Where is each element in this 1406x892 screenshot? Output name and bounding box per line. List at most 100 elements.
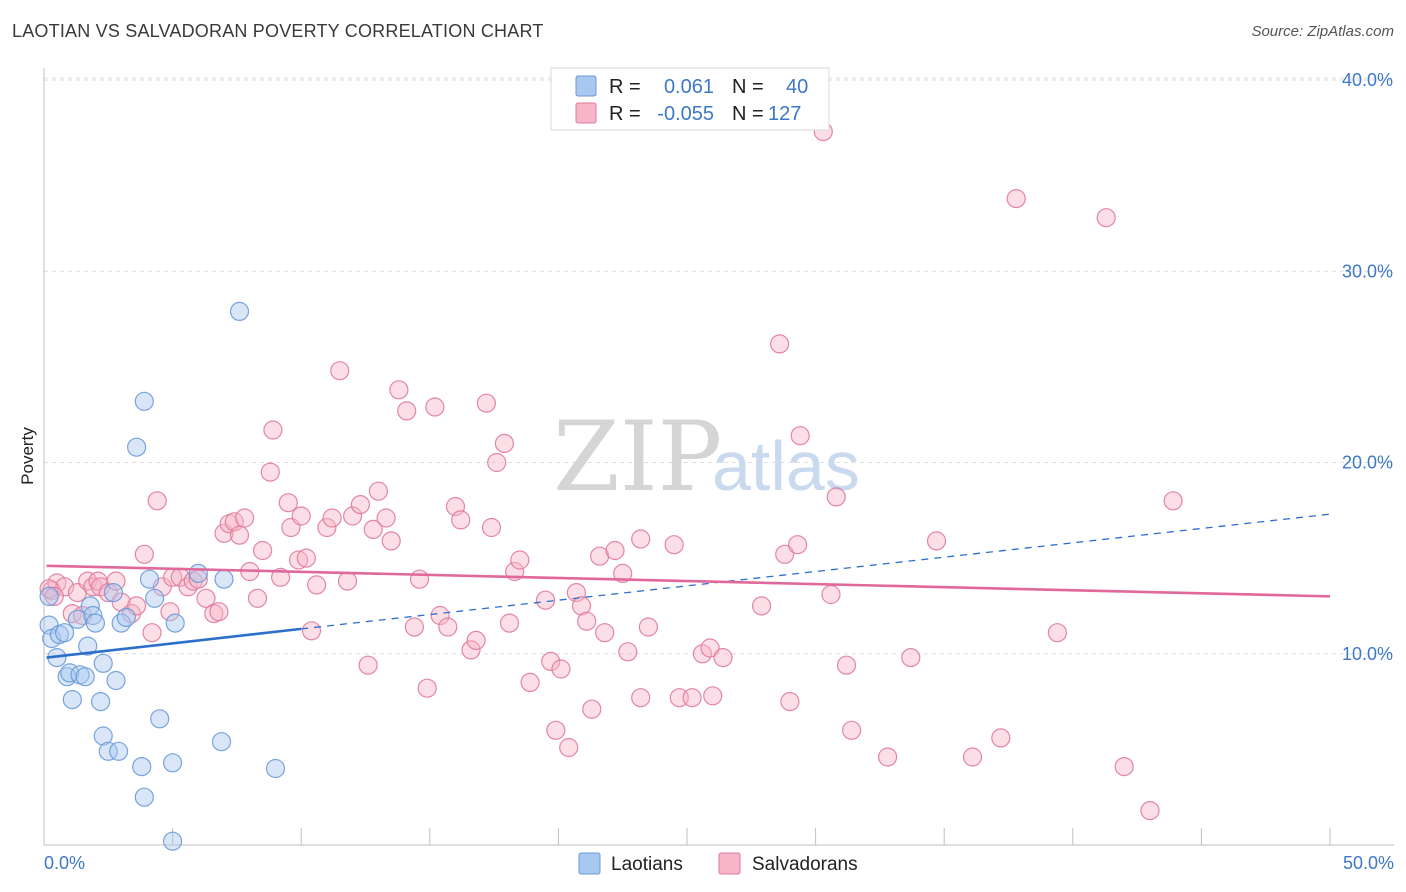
legend-r-label-laotians: R = [609,76,641,98]
salvadoran-point [209,602,229,622]
laotian-point [265,758,286,779]
salvadoran-point [350,495,370,515]
laotian-point [132,756,152,777]
salvadoran-point [605,540,625,561]
salvadoran-point [307,575,327,595]
salvadoran-point [520,672,540,693]
salvadoran-point [409,569,430,589]
salvadoran-point [700,638,720,658]
salvadoran-point [631,529,651,549]
salvadoran-point [582,699,602,719]
chart-source: Source: ZipAtlas.com [1251,23,1394,40]
salvadoran-point [160,602,180,622]
laotian-point [93,653,113,673]
axes [43,68,1394,846]
laotian-point [98,741,118,761]
salvadoran-point [1163,491,1183,511]
laotian-point [188,563,208,584]
salvadoran-point [901,647,921,668]
salvadoran-point [381,531,401,551]
laotian-point [163,753,183,773]
salvadoran-point [618,642,638,662]
laotian-point [93,726,113,746]
legend-n-value-salvadorans: 127 [768,103,801,125]
salvadoran-point [481,517,502,538]
salvadoran-point [430,605,450,626]
bottom-legend-label-salvadorans: Salvadorans [752,854,858,875]
salvadoran-point [317,517,337,538]
salvadoran-point [577,611,597,631]
salvadoran-point [541,651,561,672]
salvadoran-point [664,535,684,555]
salvadoran-point [1140,800,1160,821]
salvadoran-point [787,535,808,555]
salvadoran-point [337,571,358,591]
salvadoran-point [991,728,1011,748]
salvadoran-point [44,586,64,607]
salvadoran-point [826,487,846,507]
salvadoran-point [877,747,898,767]
salvadoran-point [404,617,424,637]
laotian-point [211,732,232,752]
salvadoran-point [363,519,383,540]
salvadoran-point [54,577,75,597]
salvadoran-point [546,720,566,740]
laotian-point [75,667,95,687]
salvadoran-point [229,525,250,545]
laotian-point [78,636,98,656]
salvadoran-point [713,647,733,668]
legend-swatch-laotians [575,75,597,97]
salvadoran-point [535,590,556,610]
salvadoran-point [1047,623,1068,643]
legend-swatch-salvadorans [575,102,597,124]
salvadoran-point [389,380,409,400]
legend-r-label-salvadorans: R = [609,103,641,125]
y-tick-labels: 10.0% 20.0% 30.0% 40.0% [1342,70,1393,664]
salvadoran-point [494,433,514,453]
laotian-point [83,605,103,626]
bottom-legend-label-laotians: Laotians [611,854,683,875]
laotians-points [39,301,286,851]
salvadoran-point [836,655,857,675]
salvadoran-point [438,617,458,637]
laotian-point [54,623,75,643]
salvadoran-point [397,401,417,421]
salvadoran-point [1096,208,1116,228]
laotian-point [165,613,185,633]
salvadoran-point [296,548,316,568]
salvadoran-point [278,493,298,513]
laotian-point [67,609,88,629]
x-ticks [43,828,1331,845]
y-tick-label-40: 40.0% [1342,70,1393,90]
y-tick-label-30: 30.0% [1342,261,1393,281]
laotian-point [134,787,154,807]
laotian-point [139,569,160,589]
salvadoran-point [571,596,592,616]
legend-r-value-salvadorans: -0.055 [657,103,714,125]
salvadoran-point [301,621,322,641]
laotian-point [145,588,165,608]
salvadoran-point [106,571,126,591]
y-axis-label: Poverty [18,427,37,485]
salvadoran-point [775,544,795,564]
laotian-point [150,709,170,729]
salvadoran-point [595,623,615,643]
salvadoran-point [476,393,496,413]
salvadoran-point [499,613,520,633]
x-tick-label-max: 50.0% [1343,853,1394,873]
salvadoran-point [358,655,378,675]
laotian-point [214,569,234,589]
salvadoran-point [178,577,198,597]
salvadoran-point [841,720,862,740]
salvadoran-point [769,334,790,354]
salvadoran-point [451,510,471,530]
salvadoran-point [134,544,154,564]
salvadoran-point [510,550,530,570]
salvadoran-point [559,737,579,758]
bottom-legend-swatch-laotians [578,852,601,875]
x-tick-label-min: 0.0% [44,853,85,873]
salvadoran-point [368,481,388,501]
salvadoran-point [330,361,350,381]
salvadoran-point [291,506,311,526]
salvadoran-point [638,617,659,637]
